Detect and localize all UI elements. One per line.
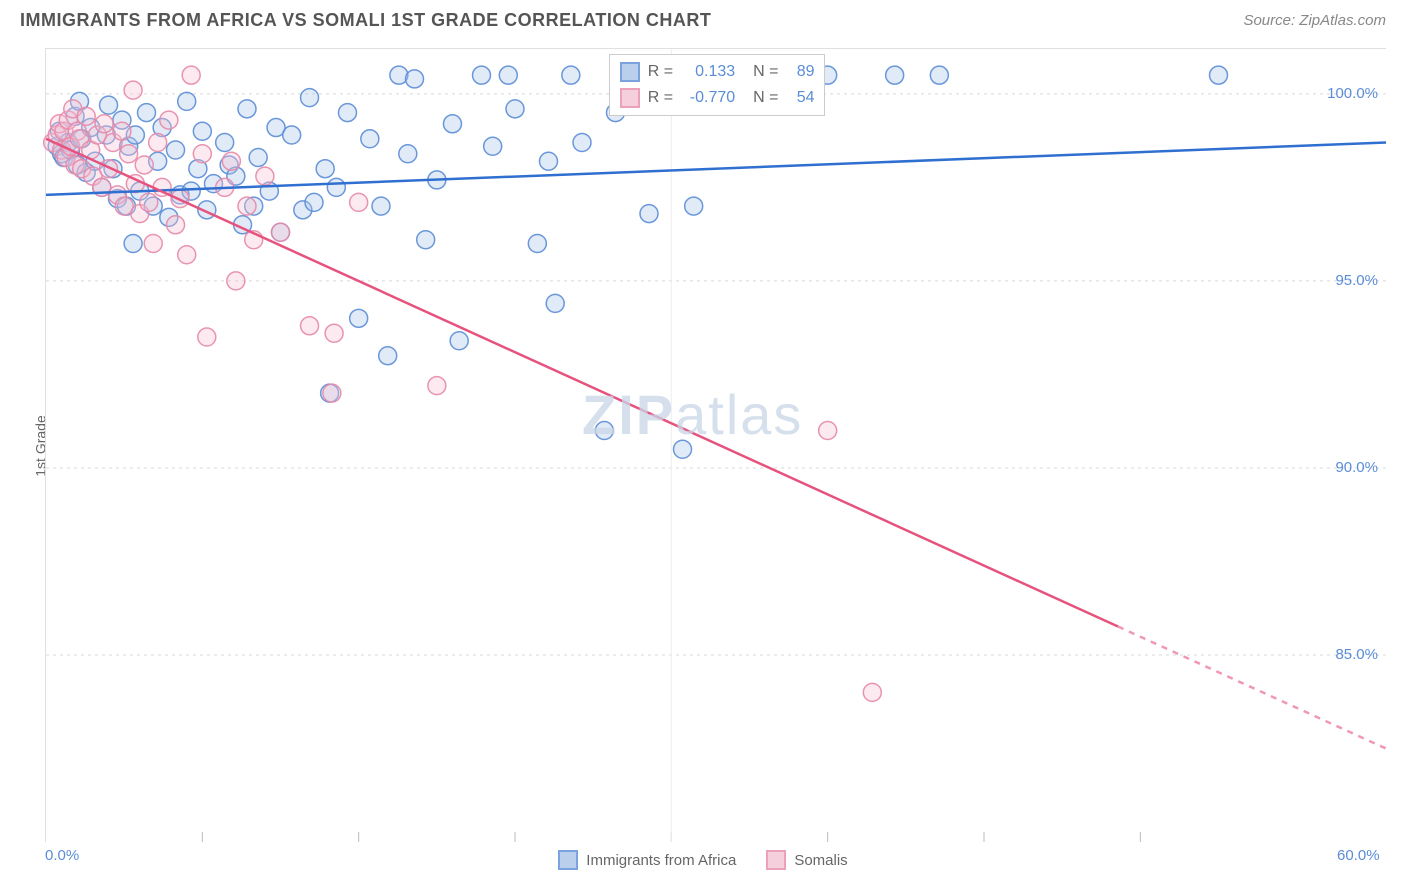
y-tick-label: 100.0%: [1327, 85, 1378, 102]
chart-plot-area: ZIPatlas R =0.133N =89R =-0.770N =54 85.…: [45, 48, 1386, 842]
legend-n-value: 54: [786, 89, 814, 107]
legend-r-label: R =: [648, 89, 673, 107]
legend-swatch: [558, 850, 578, 870]
legend-r-value: 0.133: [681, 63, 735, 81]
page-title: IMMIGRANTS FROM AFRICA VS SOMALI 1ST GRA…: [20, 10, 711, 31]
x-tick-label: 0.0%: [45, 847, 79, 864]
source-attribution: Source: ZipAtlas.com: [1243, 12, 1386, 29]
legend-row: R = -0.770 N = 54: [620, 85, 815, 111]
scatter-plot-svg: [46, 49, 1386, 842]
legend-item: Immigrants from Africa: [558, 850, 736, 870]
x-tick-label: 60.0%: [1337, 847, 1380, 864]
y-tick-label: 90.0%: [1335, 459, 1378, 476]
series-legend: Immigrants from Africa Somalis: [0, 850, 1406, 870]
legend-n-label: N =: [753, 89, 778, 107]
correlation-legend: R = 0.133 N = 89 R = -0.770 N = 54: [609, 54, 826, 116]
legend-row: R = 0.133 N = 89: [620, 59, 815, 85]
legend-series-label: Immigrants from Africa: [586, 852, 736, 869]
legend-series-label: Somalis: [794, 852, 847, 869]
legend-n-label: N =: [753, 63, 778, 81]
legend-n-value: 89: [786, 63, 814, 81]
legend-swatch: [620, 62, 640, 82]
y-tick-label: 95.0%: [1335, 272, 1378, 289]
legend-swatch: [620, 88, 640, 108]
legend-r-value: -0.770: [681, 89, 735, 107]
legend-item: Somalis: [766, 850, 847, 870]
y-tick-label: 85.0%: [1335, 646, 1378, 663]
legend-r-label: R =: [648, 63, 673, 81]
legend-swatch: [766, 850, 786, 870]
